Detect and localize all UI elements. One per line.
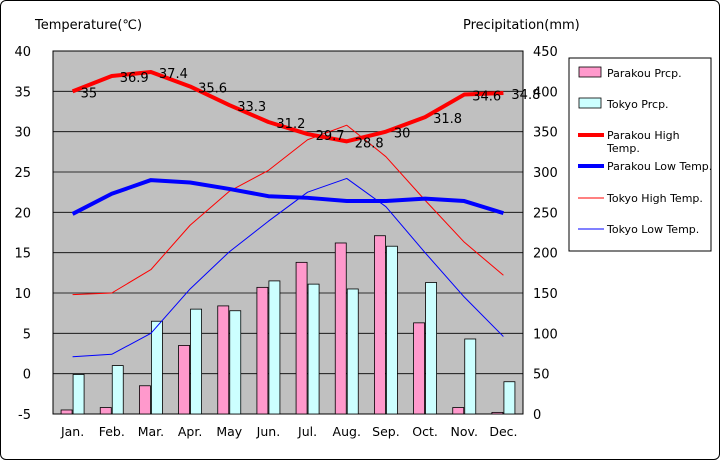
legend-tokyo-precip-swatch <box>578 97 602 109</box>
category-label: Jul. <box>297 424 317 439</box>
right-axis-title: Precipitation(mm) <box>463 18 580 33</box>
tokyo-precip-bar <box>72 374 85 415</box>
parakou-low-temp-line <box>71 178 505 216</box>
category-label: Sep. <box>372 424 400 439</box>
left-tick-label: 20 <box>14 206 31 221</box>
legend-tokyo-low-label: Tokyo Low Temp. <box>606 223 699 236</box>
parakou-high-data-label: 31.8 <box>433 112 462 127</box>
tokyo-precip-bar <box>464 338 477 415</box>
left-tick-label: 30 <box>14 126 31 141</box>
gridlines <box>53 90 523 375</box>
legend-parakou-precip-label: Parakou Prcp. <box>607 67 682 80</box>
precipitation-bars <box>60 235 516 415</box>
parakou-precip-bar <box>452 407 465 415</box>
tokyo-high-temp-line <box>72 124 504 296</box>
category-label: Oct. <box>412 424 438 439</box>
category-label: Nov. <box>451 424 478 439</box>
left-tick-label: 40 <box>14 45 31 60</box>
left-tick-label: 35 <box>14 85 31 100</box>
legend-tokyo-precip-label: Tokyo Prcp. <box>606 98 669 111</box>
right-tick-label: 50 <box>533 368 550 383</box>
parakou-high-data-label: 29.7 <box>316 129 345 144</box>
category-label: Dec. <box>489 424 517 439</box>
parakou-high-data-label: 35.6 <box>198 81 227 96</box>
tokyo-precip-bar <box>229 310 242 415</box>
right-tick-label: 450 <box>533 45 558 60</box>
plot-area <box>52 50 524 415</box>
legend-box <box>568 57 712 252</box>
tokyo-precip-bar <box>268 280 281 415</box>
right-tick-label: 150 <box>533 287 558 302</box>
parakou-precip-bar <box>256 286 269 415</box>
category-label: Apr. <box>178 424 202 439</box>
legend-tokyo-high-label: Tokyo High Temp. <box>606 192 703 205</box>
parakou-precip-bar <box>374 235 386 415</box>
temperature-lines <box>71 69 505 358</box>
category-labels: Jan. Feb. Mar. Apr. May Jun. Jul. Aug. Sep. Oct. N… <box>60 424 518 439</box>
tokyo-precip-bar <box>190 308 202 415</box>
parakou-high-data-label: 37.4 <box>159 67 188 82</box>
right-tick-label: 200 <box>533 247 558 262</box>
parakou-high-data-label: 28.8 <box>355 136 384 151</box>
parakou-precip-bar <box>491 411 504 415</box>
parakou-precip-bar <box>413 322 425 415</box>
right-tick-label: 300 <box>533 166 558 181</box>
parakou-precip-bar <box>334 242 347 415</box>
category-label: Jun. <box>256 424 281 439</box>
category-label: Feb. <box>99 424 125 439</box>
left-tick-label: 15 <box>14 247 31 262</box>
parakou-high-data-label: 30 <box>394 127 411 142</box>
legend-parakou-precip-swatch <box>578 66 602 78</box>
tokyo-precip-bar <box>425 282 437 415</box>
parakou-precip-bar <box>60 409 73 415</box>
parakou-high-data-label: 35 <box>81 86 98 101</box>
right-tick-label: 350 <box>533 126 558 141</box>
category-label: Aug. <box>333 424 361 439</box>
category-label: Jan. <box>60 424 84 439</box>
left-axis-title: Temperature(℃) <box>34 18 142 33</box>
legend: Parakou Prcp. Tokyo Prcp. Parakou High Temp… <box>568 57 712 252</box>
parakou-high-data-label: 34.8 <box>511 88 540 103</box>
right-axis-ticks: 0 50 100 150 200 250 300 350 400 450 <box>533 45 558 423</box>
legend-parakou-high-label: Parakou High Temp. <box>606 129 680 155</box>
parakou-high-data-label: 31.2 <box>276 117 305 132</box>
tokyo-precip-bar <box>151 320 163 415</box>
tokyo-precip-bar <box>307 283 320 415</box>
parakou-high-temp-line <box>71 69 504 144</box>
category-label: Mar. <box>138 424 164 439</box>
parakou-precip-bar <box>295 261 308 415</box>
parakou-precip-bar <box>99 407 112 415</box>
tokyo-precip-bar <box>346 288 359 415</box>
tokyo-low-temp-line <box>72 177 504 358</box>
data-labels: 35 36.9 37.4 35.6 33.3 31.2 29.7 28.8 30 31.8 34.6… <box>81 67 541 151</box>
left-axis-ticks: -5 0 5 10 15 20 25 30 35 40 <box>14 45 31 423</box>
tokyo-precip-bar <box>111 365 124 415</box>
right-tick-label: 100 <box>533 327 558 342</box>
left-tick-label: 0 <box>23 368 31 383</box>
left-tick-label: -5 <box>18 408 31 423</box>
tokyo-precip-bar <box>386 245 398 415</box>
category-label: May <box>216 424 242 439</box>
left-tick-label: 25 <box>14 166 31 181</box>
right-tick-label: 0 <box>533 408 541 423</box>
parakou-high-data-label: 34.6 <box>472 90 501 105</box>
right-tick-label: 250 <box>533 206 558 221</box>
parakou-high-data-label: 36.9 <box>120 71 149 86</box>
parakou-precip-bar <box>178 345 190 415</box>
parakou-precip-bar <box>139 385 151 415</box>
tokyo-precip-bar <box>503 381 516 415</box>
parakou-precip-bar <box>217 305 230 415</box>
left-tick-label: 5 <box>23 327 31 342</box>
legend-parakou-low-label: Parakou Low Temp. <box>607 160 712 173</box>
parakou-high-data-label: 33.3 <box>237 100 266 115</box>
right-tick-label: 400 <box>533 85 558 100</box>
left-tick-label: 10 <box>14 287 31 302</box>
